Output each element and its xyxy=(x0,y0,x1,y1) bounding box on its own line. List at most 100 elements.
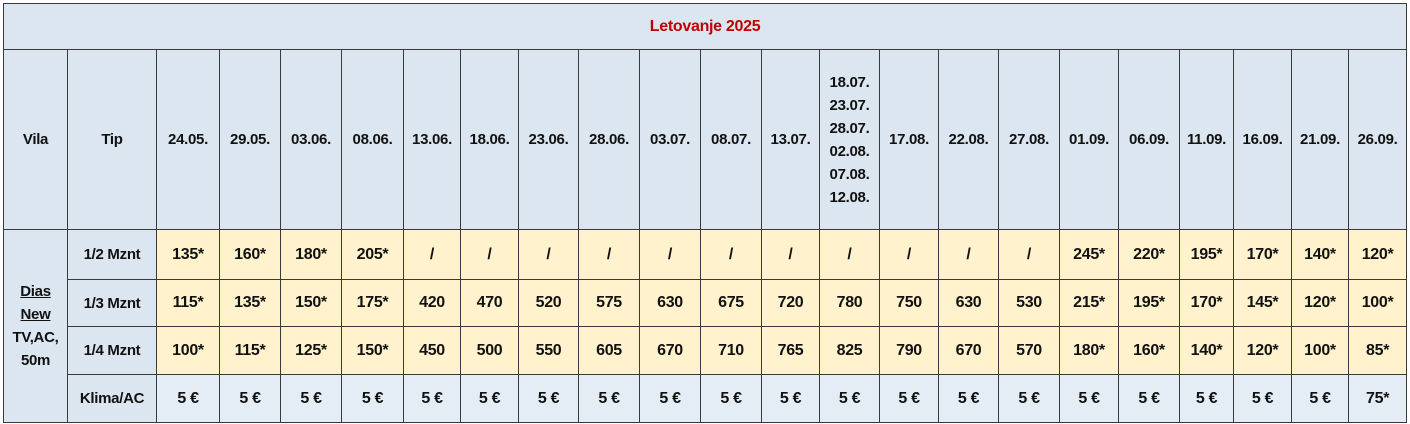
price-cell: 195* xyxy=(1118,279,1180,327)
price-cell: / xyxy=(578,229,640,280)
price-cell: 575 xyxy=(578,279,640,327)
price-cell: 530 xyxy=(998,279,1060,327)
header-date: 08.07. xyxy=(700,49,762,230)
header-date: 28.06. xyxy=(578,49,640,230)
vila-name: Dias New xyxy=(20,283,51,323)
header-date: 18.06. xyxy=(460,49,519,230)
header-date: 17.08. xyxy=(879,49,939,230)
price-cell: 5 € xyxy=(156,374,220,423)
table-row: Letovanje 2025 xyxy=(2,3,1408,50)
price-cell: 100* xyxy=(1347,279,1408,327)
price-cell: / xyxy=(518,229,579,280)
price-cell: 100* xyxy=(156,326,220,375)
price-cell: 470 xyxy=(460,279,519,327)
price-cell: 170* xyxy=(1233,229,1292,280)
header-date: 23.06. xyxy=(518,49,579,230)
price-cell: 5 € xyxy=(819,374,880,423)
price-cell: 675 xyxy=(700,279,762,327)
vila-cell: Dias New TV,AC, 50m xyxy=(3,229,68,423)
header-date: 29.05. xyxy=(219,49,281,230)
price-cell: 120* xyxy=(1233,326,1292,375)
price-cell: / xyxy=(819,229,880,280)
header-date: 03.07. xyxy=(639,49,701,230)
price-cell: 750 xyxy=(879,279,939,327)
price-cell: 115* xyxy=(156,279,220,327)
price-cell: 245* xyxy=(1059,229,1119,280)
header-date: 01.09. xyxy=(1059,49,1119,230)
table-row: Vila Tip 24.05. 29.05. 03.06. 08.06. 13.06. 18.… xyxy=(3,49,1408,230)
price-cell: 5 € xyxy=(578,374,640,423)
price-cell: 175* xyxy=(341,279,404,327)
price-cell: 135* xyxy=(156,229,220,280)
table-row: 1/4 Mznt 100* 115* 125* 150* 450 500 550 605 670 7… xyxy=(4,326,1408,375)
price-cell: 215* xyxy=(1059,279,1119,327)
price-cell: 550 xyxy=(518,326,579,375)
price-cell: 720 xyxy=(761,279,820,327)
price-cell: 150* xyxy=(280,279,342,327)
header-date: 16.09. xyxy=(1233,49,1292,230)
price-cell: 120* xyxy=(1291,279,1349,327)
room-type: 1/4 Mznt xyxy=(67,326,157,375)
price-cell: 5 € xyxy=(460,374,519,423)
price-cell: 180* xyxy=(280,229,342,280)
price-cell: 670 xyxy=(938,326,999,375)
price-cell: 85* xyxy=(1347,326,1408,375)
price-cell: 115* xyxy=(219,326,281,375)
price-table-wrap: Letovanje 2025 Vila Tip 24.05. 29.05. 03.06. 0… xyxy=(2,3,1408,423)
price-cell: 670 xyxy=(639,326,701,375)
price-cell: 170* xyxy=(1179,279,1234,327)
header-date: 21.09. xyxy=(1291,49,1349,230)
price-cell: 630 xyxy=(938,279,999,327)
price-cell: 5 € xyxy=(219,374,281,423)
header-date: 18.07. 23.07. 28.07. 02.08. 07.08. 12.08… xyxy=(819,49,880,230)
price-cell: 5 € xyxy=(879,374,939,423)
price-cell: 5 € xyxy=(1059,374,1119,423)
price-cell: 500 xyxy=(460,326,519,375)
price-cell: / xyxy=(938,229,999,280)
table-title: Letovanje 2025 xyxy=(2,3,1408,50)
header-date: 22.08. xyxy=(938,49,999,230)
price-cell: 520 xyxy=(518,279,579,327)
vila-info: TV,AC, 50m xyxy=(12,329,59,369)
price-cell: 450 xyxy=(403,326,461,375)
price-cell: / xyxy=(998,229,1060,280)
room-type: 1/3 Mznt xyxy=(67,279,157,327)
price-cell: / xyxy=(879,229,939,280)
price-cell: 150* xyxy=(341,326,404,375)
price-cell: 220* xyxy=(1118,229,1180,280)
header-date: 11.09. xyxy=(1179,49,1234,230)
price-cell: 160* xyxy=(219,229,281,280)
price-cell: 180* xyxy=(1059,326,1119,375)
header-date: 06.09. xyxy=(1118,49,1180,230)
price-table: Letovanje 2025 Vila Tip 24.05. 29.05. 03.06. 0… xyxy=(2,3,1408,423)
price-cell: 160* xyxy=(1118,326,1180,375)
header-date: 24.05. xyxy=(156,49,220,230)
price-cell: 145* xyxy=(1233,279,1292,327)
price-cell: 205* xyxy=(341,229,404,280)
price-cell: 420 xyxy=(403,279,461,327)
price-cell: / xyxy=(761,229,820,280)
table-row: Klima/AC 5 €5 €5 €5 €5 €5 €5 €5 €5 €5 €5 … xyxy=(4,374,1408,423)
header-date: 03.06. xyxy=(280,49,342,230)
price-cell: 5 € xyxy=(1179,374,1234,423)
price-cell: 630 xyxy=(639,279,701,327)
price-cell: / xyxy=(700,229,762,280)
price-cell: 195* xyxy=(1179,229,1234,280)
price-cell: / xyxy=(403,229,461,280)
header-vila: Vila xyxy=(3,49,68,230)
room-type: Klima/AC xyxy=(67,374,157,423)
price-cell: 100* xyxy=(1291,326,1349,375)
price-cell: 5 € xyxy=(938,374,999,423)
price-cell: 710 xyxy=(700,326,762,375)
price-cell: 5 € xyxy=(761,374,820,423)
price-cell: 75* xyxy=(1347,374,1408,423)
price-cell: 5 € xyxy=(403,374,461,423)
header-date: 27.08. xyxy=(998,49,1060,230)
price-cell: 120* xyxy=(1347,229,1408,280)
price-cell: 140* xyxy=(1291,229,1349,280)
price-cell: 5 € xyxy=(518,374,579,423)
price-cell: 5 € xyxy=(1233,374,1292,423)
room-type: 1/2 Mznt xyxy=(67,229,157,280)
price-cell: 570 xyxy=(998,326,1060,375)
